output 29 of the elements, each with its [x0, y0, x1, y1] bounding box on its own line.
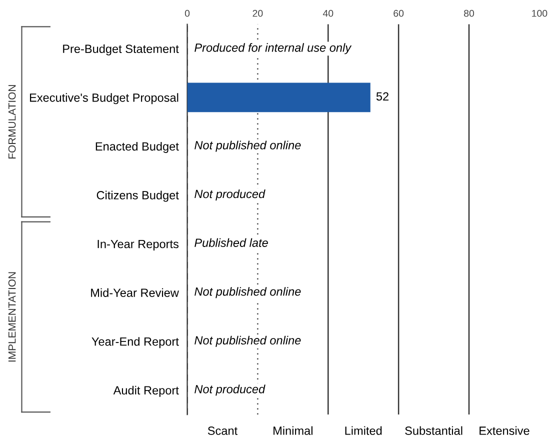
text: Minimal: [274, 426, 312, 435]
y-tick-label: Pre-Budget Statement: [63, 44, 179, 56]
y-tick-label: Audit Report: [113, 386, 179, 397]
text: Substantial: [405, 426, 462, 435]
annotation: Not published online: [194, 140, 301, 152]
y-tick-label: Executive's Budget Proposal: [30, 93, 178, 104]
text: Limited: [345, 426, 382, 435]
x-tick-label: 100: [532, 10, 548, 17]
annotation: Not published online: [194, 336, 301, 347]
annotation: Not produced: [194, 384, 266, 396]
y-tick-label: Citizens Budget: [96, 190, 179, 202]
text: IMPLEMENTATION: [8, 272, 16, 362]
x-tick-label: 60: [394, 10, 404, 17]
data-label: 52: [376, 92, 388, 101]
annotation: Produced for internal use only: [194, 43, 352, 54]
text: FORMULATION: [8, 85, 16, 158]
y-tick-label: Mid-Year Review: [91, 288, 179, 297]
y-tick-label: Enacted Budget: [96, 142, 179, 153]
x-tick-label: 20: [252, 10, 263, 17]
y-tick-label: In-Year Reports: [98, 240, 179, 251]
annotation: Not published online: [194, 287, 301, 298]
annotation: Published late: [194, 238, 268, 247]
text: Extensive: [480, 426, 530, 435]
x-tick-label: 40: [322, 10, 334, 17]
x-tick-label: 0: [184, 10, 190, 17]
annotation: Not produced: [194, 190, 266, 201]
y-tick-label: Year-End Report: [92, 337, 179, 348]
x-tick-label: 80: [464, 10, 474, 17]
text: Scant: [208, 426, 238, 435]
